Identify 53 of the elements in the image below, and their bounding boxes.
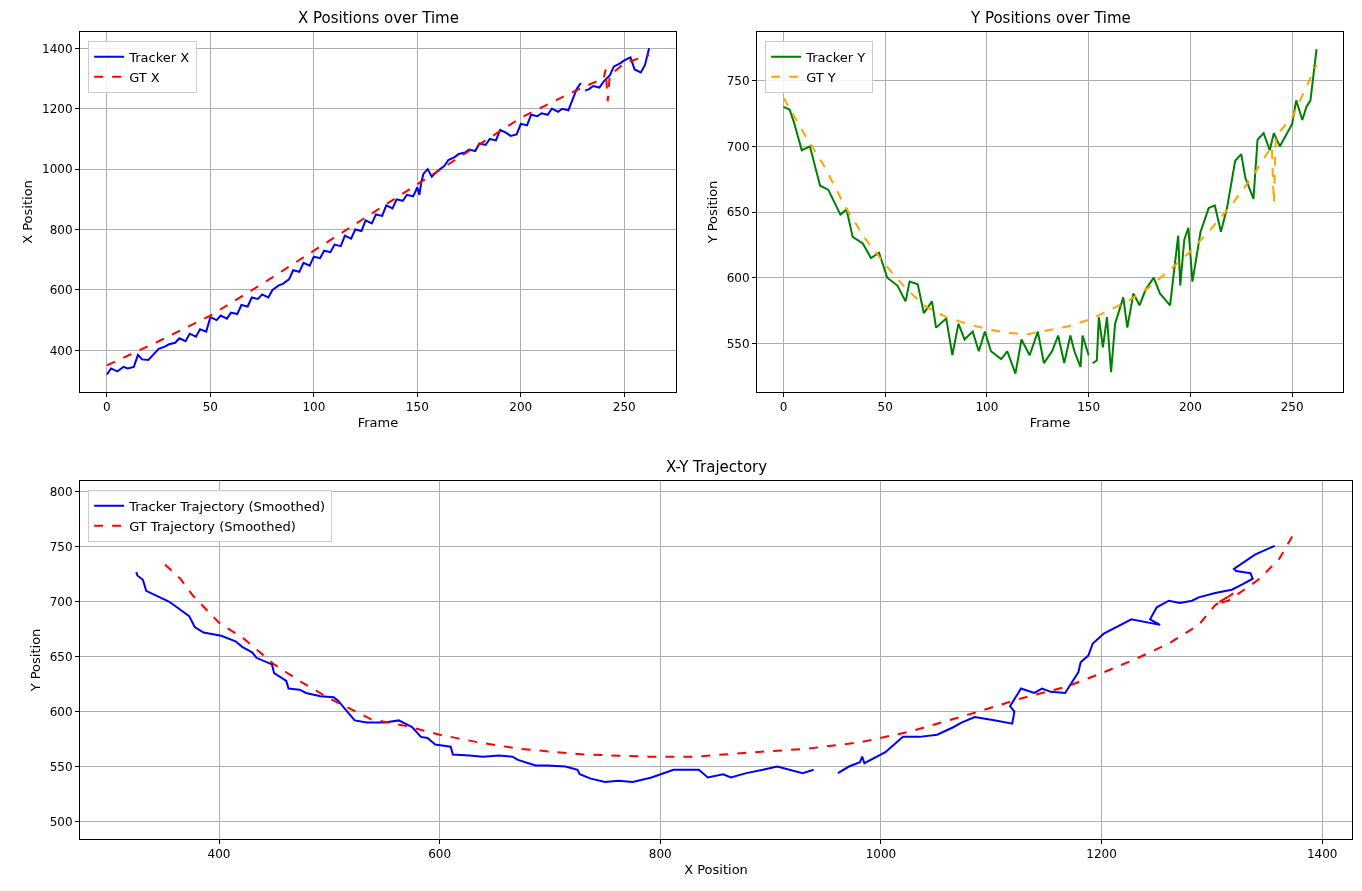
y-axis-title: Y Position [704, 180, 720, 245]
y-tick-label: 500 [49, 814, 73, 829]
line-series [163, 534, 1294, 758]
y-tick-label: 750 [49, 540, 73, 555]
y-tick-label: 700 [726, 139, 750, 154]
x-axis-title: Frame [357, 415, 399, 430]
legend-label: Tracker Y [805, 49, 866, 65]
x-tick-label: 50 [877, 400, 893, 415]
legend-label: GT X [129, 69, 160, 85]
legend-label: GT Y [806, 69, 836, 85]
y-tick-label: 600 [49, 704, 73, 719]
x-axis-title: X Position [684, 862, 748, 877]
y-tick-label: 400 [49, 343, 73, 358]
x-tick-label: 50 [202, 400, 219, 415]
x-tick-label: 400 [207, 847, 231, 862]
y-tick-label: 600 [726, 270, 750, 285]
y-tick-label: 1000 [42, 162, 73, 177]
y-tick-label: 550 [49, 759, 73, 774]
x-tick-label: 150 [1077, 400, 1101, 415]
x-tick-label: 100 [302, 400, 326, 415]
x-axis-title: Frame [1029, 415, 1071, 430]
x-tick-label: 0 [103, 400, 111, 415]
x-tick-label: 250 [612, 400, 636, 415]
y-tick-label: 1400 [42, 41, 73, 56]
x-tick-label: 800 [648, 847, 672, 862]
y-tick-label: 800 [49, 485, 73, 500]
y-tick-label: 800 [49, 222, 73, 237]
x-tick-label: 1200 [1086, 847, 1117, 862]
x-tick-label: 150 [405, 400, 429, 415]
chart-title: X-Y Trajectory [666, 458, 768, 476]
legend-label: Tracker X [128, 49, 190, 65]
y-tick-label: 600 [49, 283, 73, 298]
chart-title: Y Positions over Time [970, 9, 1131, 27]
y-axis-title: X Position [20, 180, 35, 244]
y-tick-label: 550 [726, 336, 750, 351]
y-tick-label: 1200 [42, 101, 73, 116]
legend-label: GT Trajectory (Smoothed) [129, 518, 296, 534]
x-tick-label: 600 [428, 847, 452, 862]
x-tick-label: 250 [1280, 400, 1304, 415]
x-tick-label: 100 [975, 400, 999, 415]
y-tick-label: 650 [726, 205, 750, 220]
chart-title: X Positions over Time [298, 9, 459, 27]
x-tick-label: 1000 [865, 847, 897, 862]
y-tick-label: 650 [49, 649, 73, 664]
line-series [782, 63, 1318, 336]
x-tick-label: 200 [1178, 400, 1202, 415]
x-tick-label: 1400 [1306, 847, 1338, 862]
x-tick-label: 0 [779, 400, 788, 415]
legend-label: Tracker Trajectory (Smoothed) [128, 498, 326, 514]
y-tick-label: 700 [49, 595, 73, 609]
y-axis-title: Y Position [27, 628, 43, 693]
x-tick-label: 200 [509, 400, 533, 415]
y-tick-label: 750 [726, 73, 750, 88]
